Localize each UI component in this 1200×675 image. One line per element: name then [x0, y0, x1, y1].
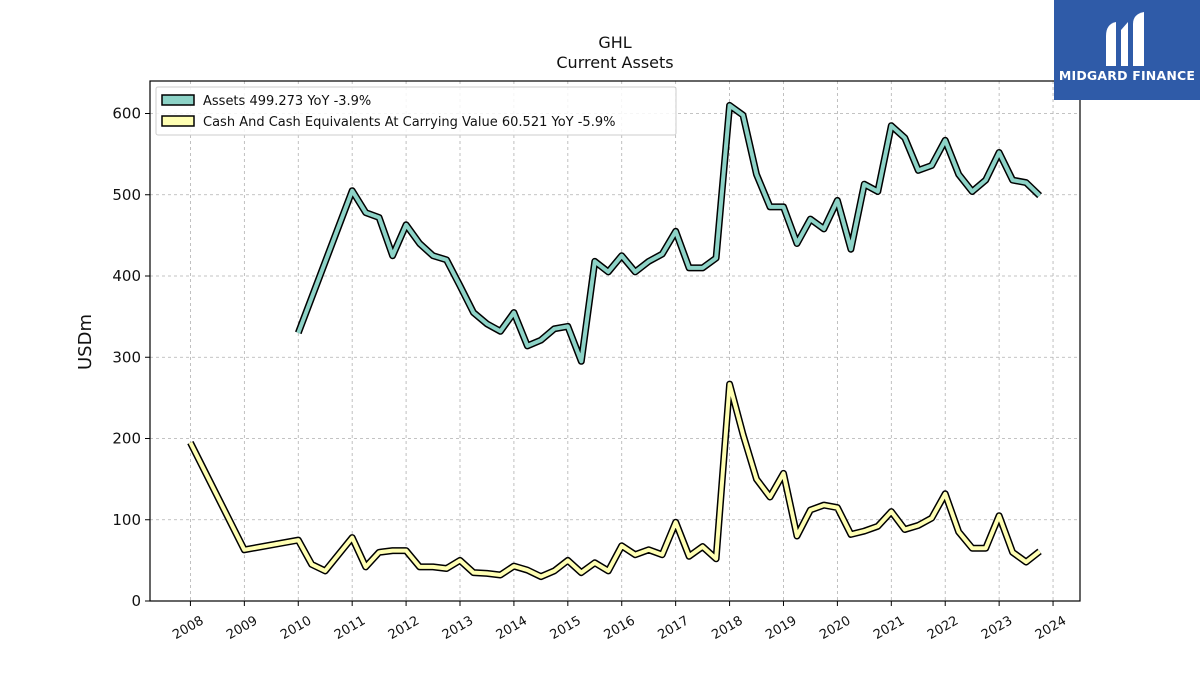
- legend-box: [155, 86, 677, 136]
- legend-label-cash: Cash And Cash Equivalents At Carrying Va…: [203, 115, 615, 130]
- x-tick-label: 2020: [817, 613, 853, 643]
- x-tick-label: 2019: [763, 613, 799, 643]
- x-tick-label: 2021: [871, 613, 907, 643]
- y-axis-label: USDm: [75, 314, 96, 370]
- x-tick-label: 2009: [224, 613, 260, 643]
- x-tick-label: 2023: [979, 613, 1015, 643]
- y-tick-label: 400: [112, 267, 141, 285]
- legend-swatch-cash: [161, 115, 195, 127]
- y-tick-label: 500: [112, 186, 141, 204]
- logo-text: MIDGARD FINANCE: [1058, 68, 1196, 83]
- y-tick-label: 200: [112, 430, 141, 448]
- series-line: [188, 382, 1041, 579]
- series-outline: [187, 380, 1042, 581]
- x-tick-label: 2015: [548, 613, 584, 643]
- y-tick-label: 600: [112, 105, 141, 123]
- x-tick-label: 2017: [655, 613, 691, 643]
- x-tick-label: 2024: [1033, 613, 1069, 643]
- x-tick-label: 2022: [925, 613, 961, 643]
- logo-mark-icon: [1106, 12, 1144, 66]
- brand-logo: MIDGARD FINANCE: [1054, 0, 1200, 100]
- x-tick-label: 2018: [709, 613, 745, 643]
- x-tick-label: 2016: [602, 613, 638, 643]
- chart-title: GHL: [598, 33, 631, 52]
- chart-subtitle: Current Assets: [556, 53, 673, 72]
- y-tick-label: 0: [131, 592, 141, 610]
- legend-swatch-assets: [161, 94, 195, 106]
- legend-label-assets: Assets 499.273 YoY -3.9%: [203, 94, 371, 109]
- legend: Assets 499.273 YoY -3.9% Cash And Cash E…: [155, 86, 677, 136]
- x-tick-label: 2008: [170, 613, 206, 643]
- x-tick-label: 2014: [494, 613, 530, 643]
- series-layer: [187, 101, 1043, 581]
- x-tick-label: 2012: [386, 613, 422, 643]
- series-line: [296, 103, 1041, 364]
- x-tick-label: 2013: [440, 613, 476, 643]
- y-tick-label: 100: [112, 511, 141, 529]
- series-outline: [295, 101, 1043, 365]
- grid: [150, 81, 1080, 602]
- y-tick-label: 300: [112, 348, 141, 366]
- x-tick-label: 2010: [278, 613, 314, 643]
- plot-frame: [149, 80, 1081, 602]
- x-tick-label: 2011: [332, 613, 368, 643]
